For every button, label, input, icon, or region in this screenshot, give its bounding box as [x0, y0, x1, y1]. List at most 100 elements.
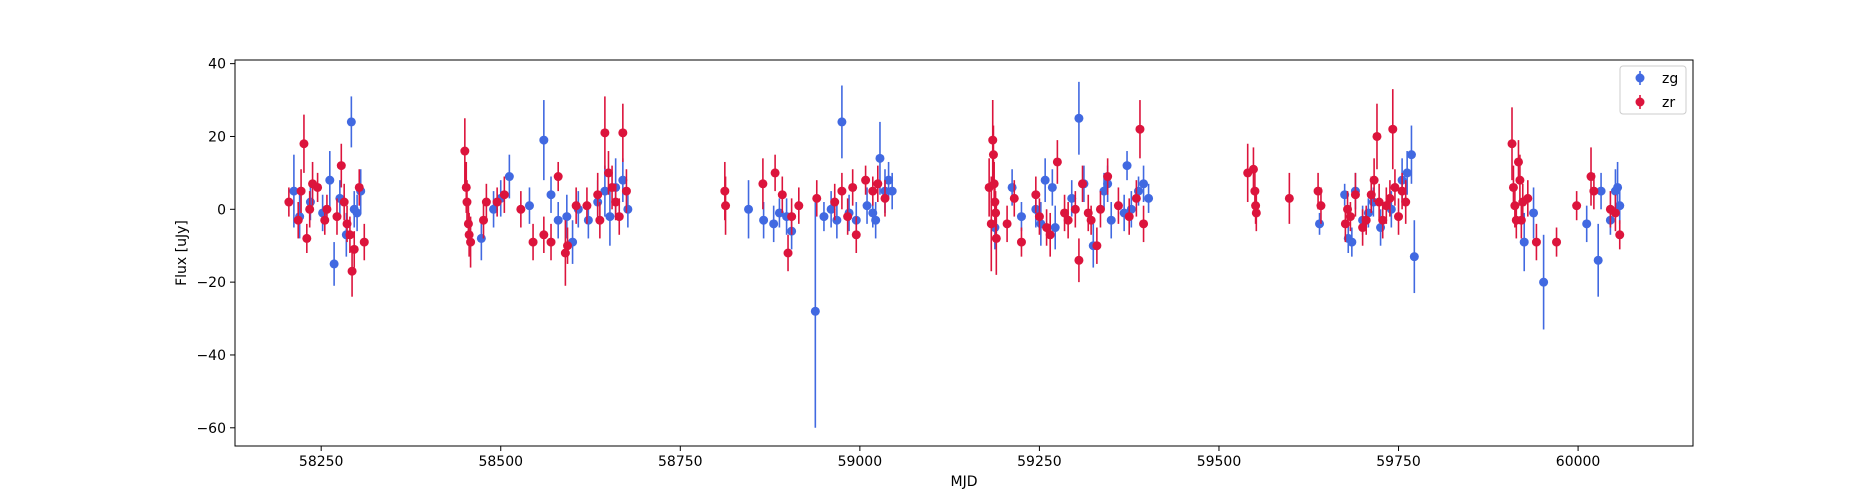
- series-zr-point: [1523, 193, 1533, 203]
- series-zr-point: [1074, 255, 1084, 265]
- series-zg-point: [1099, 186, 1109, 196]
- series-zr-point: [988, 150, 998, 160]
- series-zr-point: [347, 266, 357, 276]
- series-zr-point: [1388, 124, 1398, 134]
- series-zg-point: [329, 259, 339, 269]
- series-zg-point: [744, 204, 754, 214]
- y-tick-label: −60: [196, 421, 226, 437]
- series-zr-point: [539, 230, 549, 240]
- series-zr-point: [1369, 175, 1379, 185]
- series-zg-point: [553, 215, 563, 225]
- series-zr-point: [464, 230, 474, 240]
- series-zg-point: [1347, 237, 1357, 247]
- series-zr-point: [1063, 215, 1073, 225]
- series-zg-point: [1406, 150, 1416, 160]
- series-zg-point: [826, 204, 836, 214]
- series-zr-point: [1397, 186, 1407, 196]
- x-tick-label: 59000: [838, 454, 883, 470]
- y-tick-label: 40: [208, 57, 226, 73]
- series-zg-point: [1615, 201, 1625, 211]
- series-zr-point: [1078, 179, 1088, 189]
- series-zr-point: [1372, 131, 1382, 141]
- series-zr-point: [528, 237, 538, 247]
- series-zr-point: [770, 168, 780, 178]
- series-zr-point: [1095, 204, 1105, 214]
- series-zr-point: [1510, 201, 1520, 211]
- series-zr-point: [492, 197, 502, 207]
- series-zg-point: [1539, 277, 1549, 287]
- series-zr-point: [1042, 223, 1052, 233]
- series-zr-point: [1070, 204, 1080, 214]
- series-zr-point: [607, 182, 617, 192]
- series-zr-point: [571, 201, 581, 211]
- series-zr-point: [516, 204, 526, 214]
- series-zg-point: [1409, 252, 1419, 262]
- series-zr-point: [354, 182, 364, 192]
- plot-frame: [234, 59, 1694, 447]
- series-zr-point: [1045, 230, 1055, 240]
- series-zg-point: [769, 219, 779, 229]
- series-zr-point: [546, 237, 556, 247]
- series-zr-point: [1131, 193, 1141, 203]
- series-zr-point: [305, 204, 315, 214]
- series-zr-point: [1361, 215, 1371, 225]
- series-zr-point: [1113, 201, 1123, 211]
- series-zr-point: [758, 179, 768, 189]
- legend: zg zr: [1619, 65, 1687, 115]
- legend-zg-marker: [1635, 73, 1645, 83]
- series-zg-point: [524, 201, 534, 211]
- series-zr-point: [1139, 219, 1149, 229]
- y-tick-label: −20: [196, 275, 226, 291]
- series-zr-point: [787, 212, 797, 222]
- series-zr-point: [851, 230, 861, 240]
- series-zr-point: [614, 212, 624, 222]
- series-zg-point: [1315, 219, 1325, 229]
- series-zg-point: [562, 212, 572, 222]
- series-zr-point: [721, 201, 731, 211]
- series-zr-point: [618, 128, 628, 138]
- series-zr-point: [481, 197, 491, 207]
- series-zg-point: [1122, 161, 1132, 171]
- series-zg-point: [623, 204, 633, 214]
- series-zr-point: [1572, 201, 1582, 211]
- series-zr-point: [611, 197, 621, 207]
- series-zr-point: [1381, 201, 1391, 211]
- series-zg-point: [1106, 215, 1116, 225]
- series-zr-point: [1135, 124, 1145, 134]
- series-zr-point: [499, 190, 509, 200]
- series-zr-point: [1516, 215, 1526, 225]
- series-zr-point: [1060, 208, 1070, 218]
- series-zg-point: [1040, 175, 1050, 185]
- series-zg-point: [832, 215, 842, 225]
- series-zr-point: [1251, 208, 1261, 218]
- series-zg-point: [539, 135, 549, 145]
- series-zr-point: [595, 215, 605, 225]
- series-zr-point: [861, 175, 871, 185]
- series-zr-point: [320, 215, 330, 225]
- series-zr-point: [1002, 219, 1012, 229]
- x-tick-label: 58250: [299, 454, 344, 470]
- series-zr-point: [296, 186, 306, 196]
- series-zr-point: [582, 201, 592, 211]
- series-zr-point: [868, 186, 878, 196]
- series-zr-point: [783, 248, 793, 258]
- series-zr-marks: [284, 89, 1625, 297]
- series-zg-marks: [289, 81, 1625, 428]
- x-tick-label: 59500: [1197, 454, 1242, 470]
- series-zr-point: [1016, 237, 1026, 247]
- series-zr-point: [1610, 208, 1620, 218]
- series-zg-point: [1047, 182, 1057, 192]
- x-tick-label: 59250: [1017, 454, 1062, 470]
- series-zr-point: [1513, 157, 1523, 167]
- series-zr-point: [1316, 201, 1326, 211]
- series-zr-point: [1515, 175, 1525, 185]
- series-zr-point: [332, 212, 342, 222]
- legend-zg-label: zg: [1662, 71, 1678, 87]
- series-zg-point: [875, 153, 885, 163]
- y-axis-ticks: −60 −40 −20 0 20 40: [196, 57, 235, 437]
- series-zr-point: [1350, 190, 1360, 200]
- x-axis-label: MJD: [951, 474, 978, 490]
- series-zr-point: [1092, 241, 1102, 251]
- series-zg-point: [887, 186, 897, 196]
- series-zg-point: [325, 175, 335, 185]
